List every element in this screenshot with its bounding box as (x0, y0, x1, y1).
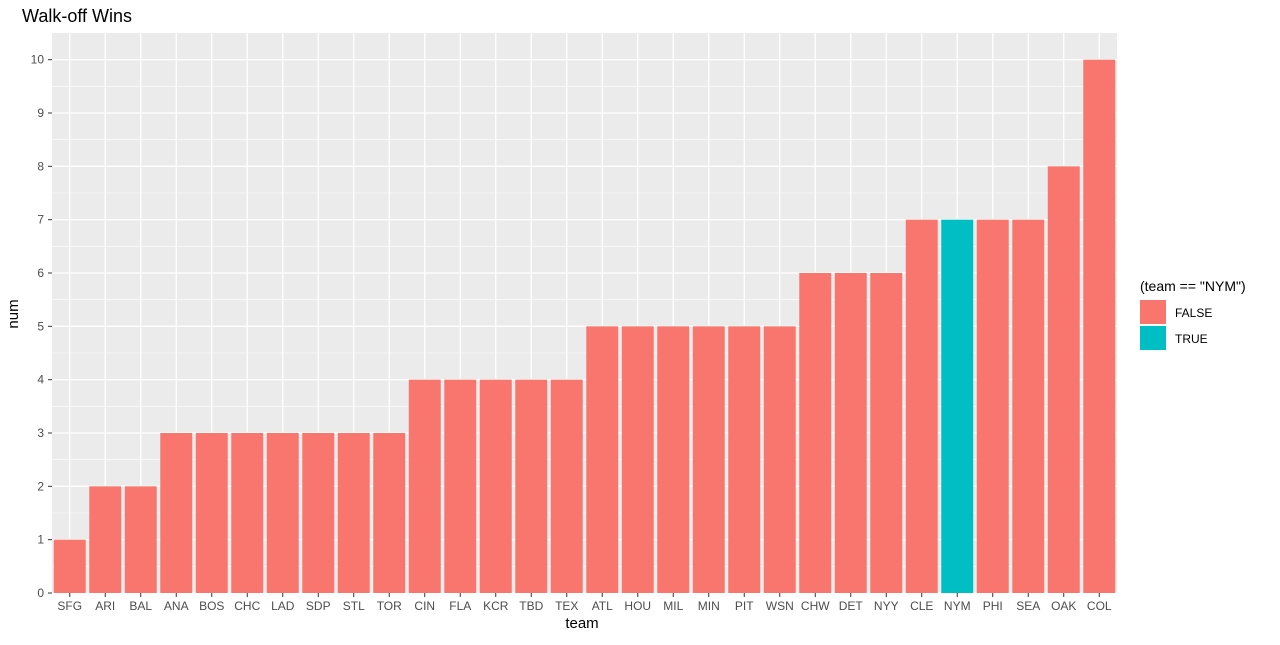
bar-oak (1047, 166, 1080, 594)
x-axis-title: team (565, 615, 598, 632)
x-tick-label-sea: SEA (1016, 599, 1040, 613)
x-tick-label-pit: PIT (735, 599, 754, 613)
bar-stl (337, 433, 370, 593)
y-tick-label: 0 (37, 586, 44, 600)
y-tick-label: 9 (37, 106, 44, 120)
y-tick-label: 6 (37, 266, 44, 280)
bar-tbd (515, 379, 548, 593)
bar-phi (976, 219, 1009, 593)
y-tick-label: 7 (37, 213, 44, 227)
bar-wsn (763, 326, 796, 593)
x-tick-label-ari: ARI (95, 599, 115, 613)
bar-chc (231, 433, 264, 593)
x-tick-label-kcr: KCR (483, 599, 509, 613)
legend: (team == "NYM") FALSE TRUE (1140, 278, 1246, 350)
x-tick-label-cle: CLE (910, 599, 933, 613)
y-tick-label: 2 (37, 479, 44, 493)
bar-cle (905, 219, 938, 593)
legend-label-false: FALSE (1175, 306, 1212, 320)
x-tick-label-min: MIN (698, 599, 720, 613)
x-tick-label-hou: HOU (624, 599, 651, 613)
x-tick-label-atl: ATL (592, 599, 613, 613)
x-tick-label-lad: LAD (271, 599, 295, 613)
x-tick-label-phi: PHI (983, 599, 1003, 613)
x-tick-label-bos: BOS (199, 599, 224, 613)
chart-title: Walk-off Wins (22, 6, 132, 26)
legend-swatch-false (1140, 300, 1166, 324)
bar-nym (941, 219, 974, 593)
y-tick-label: 8 (37, 159, 44, 173)
y-tick-label: 10 (31, 53, 45, 67)
bar-min (692, 326, 725, 593)
bar-tor (373, 433, 406, 593)
x-tick-label-tbd: TBD (519, 599, 543, 613)
x-tick-label-ana: ANA (164, 599, 189, 613)
x-tick-label-col: COL (1087, 599, 1112, 613)
bar-hou (621, 326, 654, 593)
bar-det (834, 273, 867, 593)
bar-ari (89, 486, 122, 593)
x-tick-label-wsn: WSN (766, 599, 794, 613)
bar-mil (657, 326, 690, 593)
bar-atl (586, 326, 619, 593)
bar-sfg (53, 539, 86, 593)
bar-lad (266, 433, 299, 593)
x-tick-label-fla: FLA (449, 599, 471, 613)
x-tick-label-sfg: SFG (57, 599, 82, 613)
bar-bos (195, 433, 228, 593)
bar-cin (408, 379, 441, 593)
bar-sea (1012, 219, 1045, 593)
bar-sdp (302, 433, 335, 593)
x-tick-label-chw: CHW (801, 599, 830, 613)
x-tick-label-sdp: SDP (306, 599, 331, 613)
bar-pit (728, 326, 761, 593)
x-tick-label-nyy: NYY (874, 599, 899, 613)
bar-col (1083, 59, 1116, 593)
legend-swatch-true (1140, 326, 1166, 350)
y-tick-label: 3 (37, 426, 44, 440)
plot-panel (52, 33, 1117, 593)
y-tick-label: 4 (37, 373, 44, 387)
y-axis-title: num (5, 299, 22, 328)
bar-kcr (479, 379, 512, 593)
x-tick-label-stl: STL (343, 599, 365, 613)
x-tick-label-bal: BAL (129, 599, 152, 613)
x-tick-label-det: DET (839, 599, 864, 613)
x-tick-label-mil: MIL (663, 599, 683, 613)
x-tick-label-oak: OAK (1051, 599, 1076, 613)
bar-fla (444, 379, 477, 593)
bar-ana (160, 433, 193, 593)
y-tick-label: 1 (37, 533, 44, 547)
bar-tex (550, 379, 583, 593)
x-tick-label-tex: TEX (555, 599, 578, 613)
x-tick-label-chc: CHC (234, 599, 260, 613)
legend-title: (team == "NYM") (1140, 278, 1246, 294)
bar-nyy (870, 273, 903, 593)
x-tick-label-tor: TOR (377, 599, 402, 613)
x-tick-label-nym: NYM (944, 599, 971, 613)
x-tick-label-cin: CIN (414, 599, 435, 613)
bar-chw (799, 273, 832, 593)
y-tick-label: 5 (37, 319, 44, 333)
plot-area: 0 1 2 3 4 5 6 7 8 9 10 SFG ARI BAL ANA BOS CHC LAD SDP STL T… (31, 33, 1117, 613)
bar-bal (124, 486, 157, 593)
legend-label-true: TRUE (1175, 332, 1208, 346)
